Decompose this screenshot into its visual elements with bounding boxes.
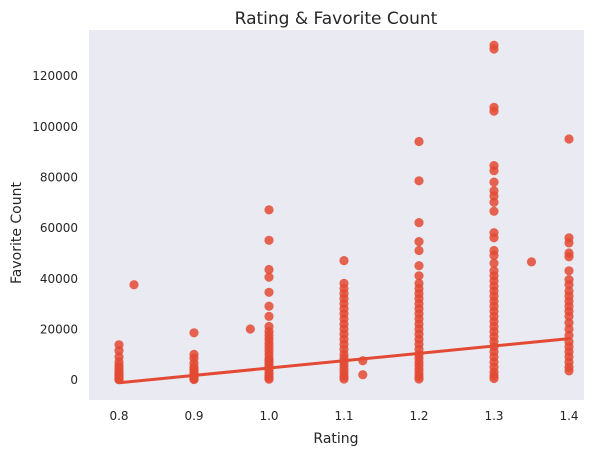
data-point-110 [489, 106, 499, 116]
data-point-161 [564, 318, 574, 328]
data-point-146 [526, 257, 537, 267]
data-point-75 [339, 374, 349, 384]
x-tick-label: 1.3 [484, 409, 503, 423]
data-point-34 [264, 311, 274, 321]
data-point-77 [358, 370, 368, 380]
y-tick-label: 100000 [32, 120, 78, 134]
x-axis-label: Rating [313, 431, 358, 447]
data-point-29 [264, 235, 274, 245]
y-tick-label: 80000 [40, 170, 78, 184]
data-point-149 [564, 238, 574, 248]
data-point-52 [264, 374, 274, 384]
data-point-28 [264, 205, 274, 215]
data-point-15 [189, 328, 199, 338]
plot-area [89, 30, 584, 400]
regression-line [118, 337, 570, 385]
data-point-116 [489, 197, 499, 207]
data-point-152 [564, 266, 574, 276]
data-point-33 [264, 301, 274, 311]
data-point-113 [489, 177, 499, 187]
data-point-121 [489, 250, 499, 261]
data-point-30 [264, 264, 274, 275]
data-point-79 [414, 176, 424, 186]
data-point-108 [489, 44, 499, 54]
data-point-151 [564, 252, 574, 262]
data-point-170 [564, 366, 574, 376]
data-point-26 [189, 374, 199, 385]
data-point-84 [414, 271, 424, 281]
data-point-106 [414, 374, 424, 384]
data-point-81 [414, 237, 424, 247]
data-point-112 [489, 166, 499, 176]
data-point-82 [414, 245, 424, 256]
data-point-145 [489, 373, 499, 384]
data-point-122 [489, 258, 499, 268]
data-point-147 [564, 134, 574, 144]
x-tick-label: 1.1 [334, 409, 353, 423]
data-point-32 [264, 287, 274, 297]
data-point-117 [489, 206, 499, 216]
data-point-154 [564, 280, 574, 290]
x-tick-label: 1.4 [559, 409, 578, 423]
y-tick-label: 120000 [32, 69, 78, 83]
x-tick-label: 0.8 [109, 409, 128, 423]
y-tick-label: 60000 [40, 221, 78, 235]
data-point-14 [129, 280, 139, 290]
data-point-31 [264, 272, 274, 282]
data-point-119 [489, 233, 499, 243]
chart-title: Rating & Favorite Count [235, 9, 438, 29]
data-point-80 [414, 218, 424, 228]
data-point-83 [414, 261, 424, 271]
x-tick-label: 1.2 [409, 409, 428, 423]
y-tick-label: 40000 [40, 272, 78, 286]
y-ticks: 0 20000 40000 60000 80000 100000 120000 [32, 69, 78, 387]
data-point-115 [489, 191, 499, 201]
y-axis-label: Favorite Count [9, 182, 25, 284]
data-point-160 [564, 311, 574, 321]
x-ticks: 0.8 0.9 1.0 1.1 1.2 1.3 1.4 [109, 409, 578, 423]
y-tick-label: 20000 [40, 323, 78, 337]
x-tick-label: 1.0 [259, 409, 278, 423]
data-point-1 [114, 346, 124, 356]
data-point-53 [339, 256, 349, 266]
data-point-162 [564, 324, 574, 334]
y-tick-label: 0 [70, 373, 78, 387]
data-point-27 [245, 324, 255, 334]
x-tick-label: 0.9 [184, 409, 203, 423]
data-point-78 [414, 136, 424, 147]
